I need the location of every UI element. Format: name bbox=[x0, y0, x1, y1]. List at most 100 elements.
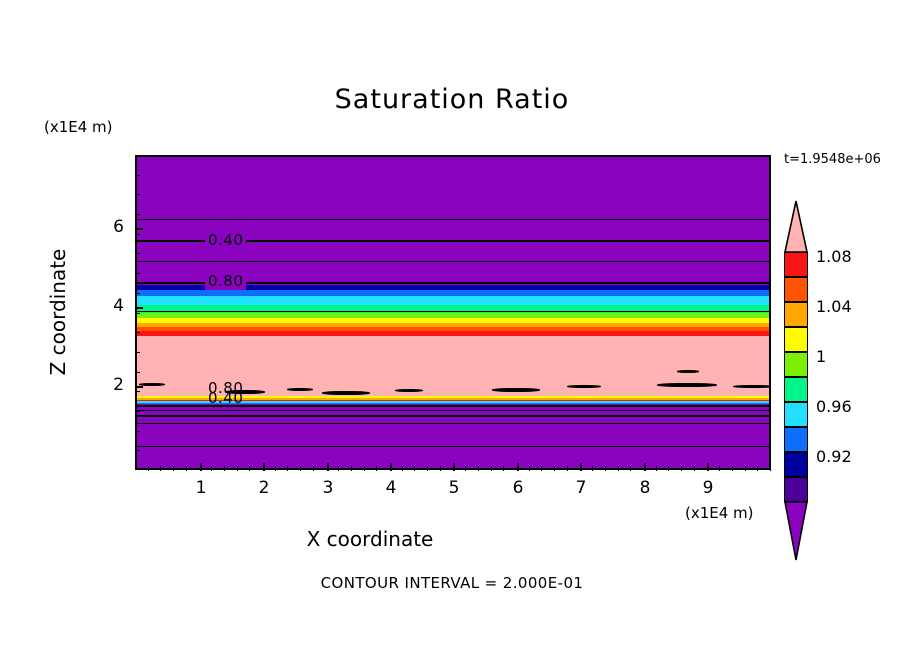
colorbar-tick-label: 1.08 bbox=[816, 247, 852, 266]
contour-interval-note: CONTOUR INTERVAL = 2.000E-01 bbox=[320, 574, 584, 592]
contour-fragment bbox=[677, 370, 699, 373]
contour-fragment bbox=[139, 383, 165, 386]
y-minor-tick bbox=[135, 175, 140, 176]
y-minor-tick bbox=[135, 313, 140, 314]
contour-fragment bbox=[567, 385, 601, 388]
contour-line bbox=[137, 282, 769, 284]
x-minor-tick bbox=[554, 466, 555, 471]
x-minor-tick bbox=[237, 466, 238, 471]
x-tick-label: 3 bbox=[322, 478, 334, 498]
contour-fragment bbox=[395, 389, 423, 392]
x-minor-tick bbox=[186, 466, 187, 471]
x-minor-tick bbox=[630, 466, 631, 471]
contour-line bbox=[137, 219, 769, 220]
x-minor-tick bbox=[427, 466, 428, 471]
y-minor-tick bbox=[135, 293, 140, 294]
y-minor-tick bbox=[135, 352, 140, 353]
x-minor-tick bbox=[567, 466, 568, 471]
x-minor-tick bbox=[211, 466, 212, 471]
contour-line bbox=[137, 261, 769, 262]
x-minor-tick bbox=[668, 466, 669, 471]
contour-line bbox=[137, 240, 769, 242]
color-band-orangered-top bbox=[137, 327, 769, 331]
x-minor-tick bbox=[478, 466, 479, 471]
x-minor-tick bbox=[440, 466, 441, 471]
color-band-grnyellow-top bbox=[137, 313, 769, 318]
x-minor-tick bbox=[656, 466, 657, 471]
contour-fragment bbox=[225, 390, 265, 394]
y-minor-tick bbox=[135, 332, 140, 333]
y-minor-tick bbox=[135, 391, 140, 392]
x-tick-mark bbox=[200, 463, 202, 471]
colorbar-segment bbox=[784, 302, 808, 327]
contour-line bbox=[137, 415, 769, 417]
color-band-yellow-bot bbox=[137, 396, 769, 398]
x-tick-label: 9 bbox=[702, 478, 714, 498]
x-minor-tick bbox=[605, 466, 606, 471]
x-tick-label: 5 bbox=[448, 478, 460, 498]
colorbar-segment bbox=[784, 402, 808, 427]
colorbar-segment bbox=[784, 477, 808, 502]
x-minor-tick bbox=[351, 466, 352, 471]
colorbar-tick-label: 0.96 bbox=[816, 397, 852, 416]
y-minor-tick bbox=[135, 450, 140, 451]
y-axis-title: Z coordinate bbox=[46, 248, 70, 376]
x-minor-tick bbox=[287, 466, 288, 471]
contour-line bbox=[137, 311, 769, 312]
y-minor-tick bbox=[135, 194, 140, 195]
z-axis-unit-label: (x1E4 m) bbox=[44, 118, 113, 136]
x-tick-mark bbox=[453, 463, 455, 471]
colorbar-under-arrow bbox=[784, 501, 808, 561]
x-tick-mark bbox=[327, 463, 329, 471]
y-tick-label: 6 bbox=[113, 217, 124, 237]
colorbar-tick-label: 1 bbox=[816, 347, 827, 366]
contour-line bbox=[137, 405, 769, 407]
contour-line bbox=[137, 446, 769, 447]
color-band-yellow-top bbox=[137, 318, 769, 323]
color-band-red-bot bbox=[137, 399, 769, 401]
x-minor-tick bbox=[503, 466, 504, 471]
x-minor-tick bbox=[148, 466, 149, 471]
x-tick-mark bbox=[390, 463, 392, 471]
x-minor-tick bbox=[465, 466, 466, 471]
x-minor-tick bbox=[402, 466, 403, 471]
y-minor-tick bbox=[135, 372, 140, 373]
contour-label: 0.80 bbox=[205, 272, 247, 290]
y-minor-tick bbox=[135, 253, 140, 254]
x-minor-tick bbox=[364, 466, 365, 471]
contour-plot-area bbox=[135, 155, 771, 470]
x-minor-tick bbox=[770, 466, 771, 471]
x-axis-title: X coordinate bbox=[306, 527, 434, 551]
x-minor-tick bbox=[338, 466, 339, 471]
x-minor-tick bbox=[541, 466, 542, 471]
x-tick-label: 8 bbox=[639, 478, 651, 498]
y-minor-tick bbox=[135, 431, 140, 432]
colorbar-tick-label: 1.04 bbox=[816, 297, 852, 316]
color-band-cyan-bot bbox=[137, 401, 769, 403]
y-tick-mark bbox=[135, 228, 143, 230]
colorbar-segment bbox=[784, 427, 808, 452]
y-tick-label: 4 bbox=[113, 296, 124, 316]
y-tick-mark bbox=[135, 307, 143, 309]
color-band-springgrn-top bbox=[137, 305, 769, 313]
contour-fragment bbox=[287, 388, 313, 391]
color-bands-layer bbox=[137, 157, 769, 468]
x-minor-tick bbox=[732, 466, 733, 471]
x-minor-tick bbox=[681, 466, 682, 471]
x-tick-mark bbox=[644, 463, 646, 471]
contour-fragment bbox=[733, 385, 769, 388]
colorbar-segment bbox=[784, 352, 808, 377]
x-axis-unit-label: (x1E4 m) bbox=[685, 504, 754, 522]
x-tick-label: 2 bbox=[258, 478, 270, 498]
x-tick-label: 1 bbox=[195, 478, 207, 498]
x-tick-label: 4 bbox=[385, 478, 397, 498]
x-minor-tick bbox=[529, 466, 530, 471]
x-tick-label: 6 bbox=[512, 478, 524, 498]
x-minor-tick bbox=[160, 466, 161, 471]
x-minor-tick bbox=[249, 466, 250, 471]
x-tick-mark bbox=[263, 463, 265, 471]
x-minor-tick bbox=[719, 466, 720, 471]
colorbar-segment bbox=[784, 252, 808, 277]
x-minor-tick bbox=[313, 466, 314, 471]
x-minor-tick bbox=[694, 466, 695, 471]
